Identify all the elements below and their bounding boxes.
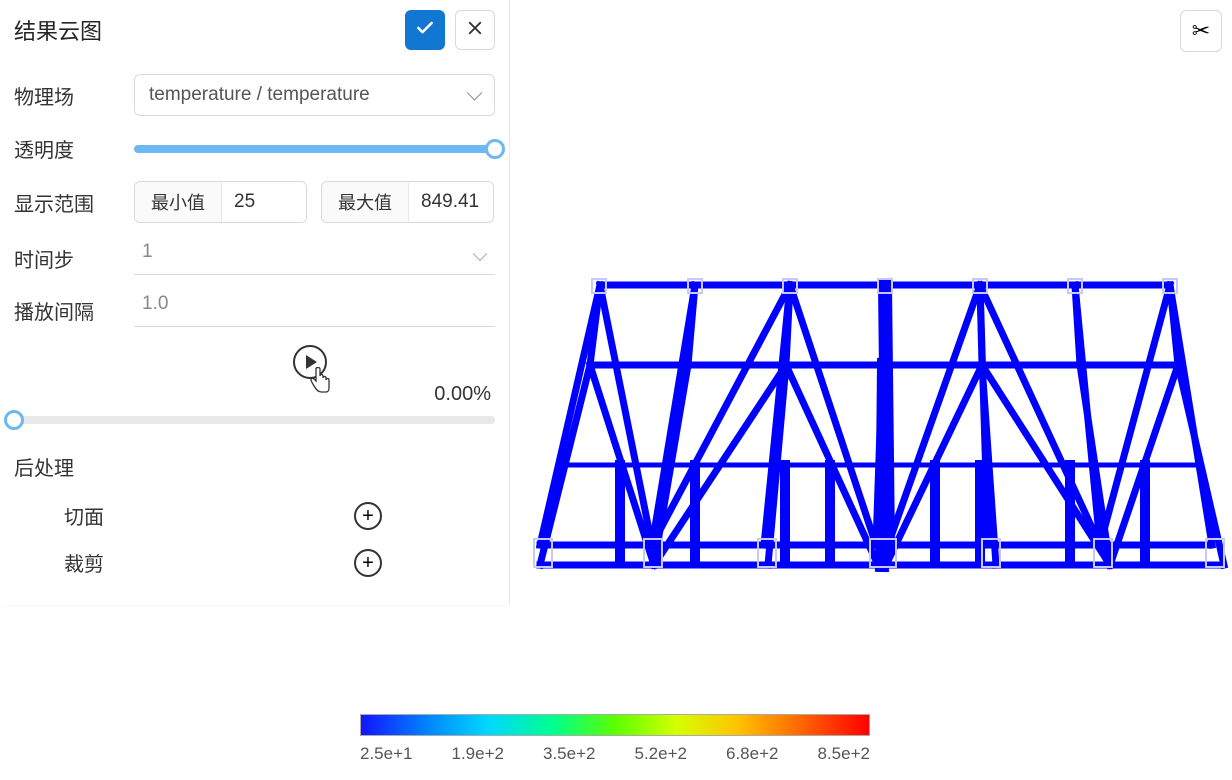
panel-title: 结果云图 [14, 14, 102, 46]
opacity-slider-handle[interactable] [485, 139, 505, 159]
opacity-slider[interactable] [134, 145, 495, 153]
timestep-select[interactable]: 1 [134, 241, 495, 275]
play-button[interactable] [293, 345, 327, 379]
physics-label: 物理场 [14, 81, 134, 110]
panel-header: 结果云图 [14, 10, 495, 50]
viewport[interactable]: ✂ [510, 0, 1232, 780]
clip-label: 裁剪 [14, 548, 154, 577]
min-addon: 最小值 [135, 182, 222, 222]
scissors-button[interactable]: ✂ [1180, 10, 1222, 52]
interval-value: 1.0 [142, 293, 168, 314]
timestep-label: 时间步 [14, 244, 134, 273]
plus-icon: + [362, 506, 374, 526]
add-clip-button[interactable]: + [354, 549, 382, 577]
confirm-button[interactable] [405, 10, 445, 50]
colorbar-gradient [360, 714, 870, 736]
max-addon: 最大值 [322, 182, 409, 222]
physics-select[interactable]: temperature / temperature [134, 74, 495, 116]
plus-icon: + [362, 553, 374, 573]
progress-text: 0.00% [14, 383, 495, 406]
colorbar-tick: 5.2e+2 [635, 744, 687, 764]
timestep-value: 1 [142, 241, 153, 262]
colorbar-tick: 3.5e+2 [543, 744, 595, 764]
min-input-group: 最小值 [134, 181, 307, 223]
colorbar-tick: 2.5e+1 [360, 744, 412, 764]
physics-select-value: temperature / temperature [149, 84, 370, 106]
postproc-title: 后处理 [14, 452, 495, 481]
interval-label: 播放间隔 [14, 296, 134, 325]
opacity-label: 透明度 [14, 134, 134, 163]
scissors-icon: ✂ [1192, 18, 1210, 44]
max-input-group: 最大值 [321, 181, 494, 223]
colorbar-ticks: 2.5e+1 1.9e+2 3.5e+2 5.2e+2 6.8e+2 8.5e+… [360, 744, 870, 764]
timeline-slider[interactable] [14, 416, 495, 424]
check-icon [415, 18, 435, 43]
settings-panel: 结果云图 物理场 temperature / temperature 透明度 [0, 0, 510, 605]
colorbar-tick: 6.8e+2 [726, 744, 778, 764]
min-input[interactable] [222, 182, 306, 222]
colorbar-tick: 8.5e+2 [818, 744, 870, 764]
section-label: 切面 [14, 501, 154, 530]
colorbar: 2.5e+1 1.9e+2 3.5e+2 5.2e+2 6.8e+2 8.5e+… [360, 714, 870, 764]
colorbar-tick: 1.9e+2 [452, 744, 504, 764]
add-section-button[interactable]: + [354, 502, 382, 530]
close-button[interactable] [455, 10, 495, 50]
max-input[interactable] [409, 182, 493, 222]
timeline-handle[interactable] [4, 410, 24, 430]
range-label: 显示范围 [14, 188, 134, 217]
close-icon [466, 19, 484, 42]
truss-model [530, 265, 1230, 575]
interval-field[interactable]: 1.0 [134, 293, 495, 327]
